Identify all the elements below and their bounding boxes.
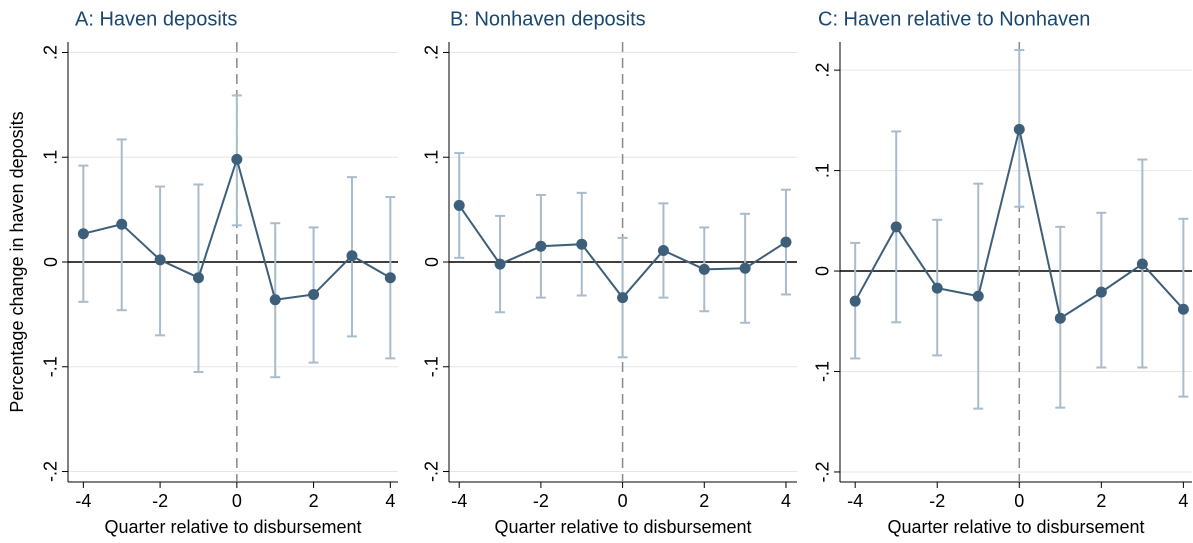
x-tick-label: 0 <box>618 491 628 511</box>
point <box>972 290 984 302</box>
x-tick-label: -4 <box>847 491 863 511</box>
y-tick-label: -.1 <box>41 356 61 377</box>
point <box>192 272 204 284</box>
y-tick-label: -.2 <box>813 461 833 482</box>
y-tick-label: 0 <box>41 257 61 267</box>
point <box>535 240 547 252</box>
y-tick-label: .1 <box>41 150 61 165</box>
y-tick-label: .2 <box>422 45 442 60</box>
point <box>617 292 629 304</box>
y-tick-label: .1 <box>813 163 833 178</box>
x-tick-label: -4 <box>451 491 467 511</box>
y-tick-label: .2 <box>813 63 833 78</box>
x-axis-label: Quarter relative to disbursement <box>494 517 751 537</box>
point <box>780 236 792 248</box>
point <box>116 218 128 230</box>
point <box>657 244 669 256</box>
point <box>154 254 166 266</box>
x-tick-label: -4 <box>75 491 91 511</box>
y-tick-label: -.1 <box>422 356 442 377</box>
y-tick-label: -.1 <box>813 361 833 382</box>
y-tick-label: -.2 <box>41 461 61 482</box>
point <box>308 288 320 300</box>
point <box>1177 303 1189 315</box>
x-tick-label: 4 <box>385 491 395 511</box>
point <box>1013 123 1025 135</box>
x-axis-label: Quarter relative to disbursement <box>887 517 1144 537</box>
x-tick-label: 2 <box>309 491 319 511</box>
point <box>1054 312 1066 324</box>
point <box>453 199 465 211</box>
x-tick-label: 0 <box>232 491 242 511</box>
point <box>849 295 861 307</box>
y-tick-label: -.2 <box>422 461 442 482</box>
y-tick-label: 0 <box>422 257 442 267</box>
point <box>346 250 358 262</box>
point <box>77 228 89 240</box>
x-tick-label: -2 <box>533 491 549 511</box>
x-tick-label: -2 <box>152 491 168 511</box>
y-tick-label: .2 <box>41 45 61 60</box>
y-tick-label: 0 <box>813 266 833 276</box>
point <box>1095 286 1107 298</box>
point <box>931 282 943 294</box>
x-axis-label: Quarter relative to disbursement <box>104 517 361 537</box>
point <box>576 238 588 250</box>
y-axis-label: Percentage change in haven deposits <box>7 111 27 412</box>
point <box>698 263 710 275</box>
point <box>269 294 281 306</box>
x-tick-label: 2 <box>1096 491 1106 511</box>
point <box>384 272 396 284</box>
panel-title: B: Nonhaven deposits <box>450 8 646 30</box>
point <box>739 262 751 274</box>
y-tick-label: .1 <box>422 150 442 165</box>
x-tick-label: 4 <box>781 491 791 511</box>
x-tick-label: 2 <box>699 491 709 511</box>
point <box>494 258 506 270</box>
point <box>1136 258 1148 270</box>
x-tick-label: -2 <box>929 491 945 511</box>
x-tick-label: 4 <box>1178 491 1188 511</box>
point <box>890 221 902 233</box>
x-tick-label: 0 <box>1014 491 1024 511</box>
point <box>231 153 243 165</box>
panel-title: A: Haven deposits <box>75 8 237 30</box>
panel-title: C: Haven relative to Nonhaven <box>818 8 1090 30</box>
